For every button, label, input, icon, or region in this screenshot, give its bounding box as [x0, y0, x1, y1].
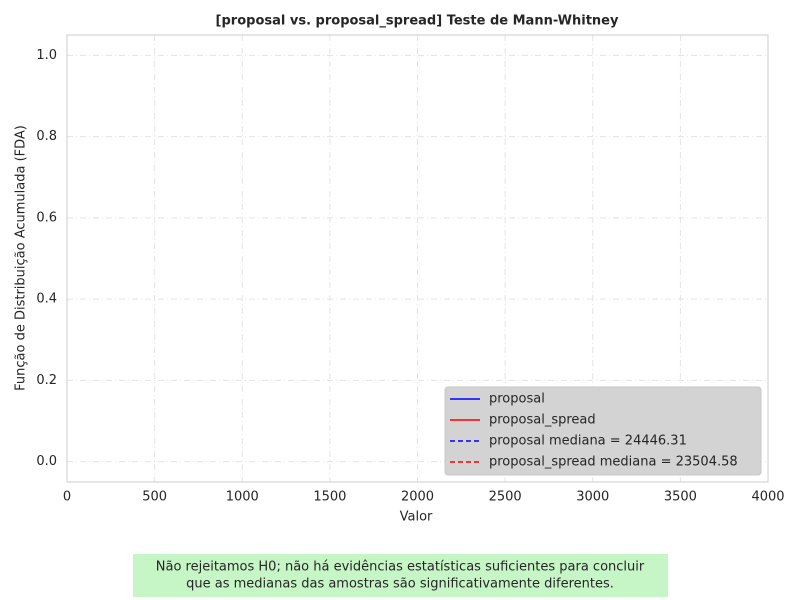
x-tick-label: 0: [63, 490, 71, 505]
chart-title: [proposal vs. proposal_spread] Teste de …: [216, 14, 619, 29]
x-tick-label: 1500: [313, 490, 346, 505]
x-tick-label: 500: [142, 490, 167, 505]
y-tick-label: 1.0: [36, 48, 57, 63]
y-tick-label: 0.0: [36, 454, 57, 469]
x-tick-label: 2000: [401, 490, 434, 505]
plot-frame: [66, 34, 769, 483]
y-axis-label: Função de Distribuição Acumulada (FDA): [14, 125, 29, 391]
legend-label: proposal mediana = 24446.31: [489, 434, 687, 449]
y-tick-label: 0.2: [36, 373, 57, 388]
legend-label: proposal_spread: [489, 413, 596, 428]
y-tick-label: 0.4: [36, 292, 57, 307]
annotation-line: Não rejeitamos H0; não há evidências est…: [156, 560, 645, 575]
x-tick-label: 2500: [489, 490, 522, 505]
legend-label: proposal: [489, 392, 545, 407]
annotation-line: que as medianas das amostras são signifi…: [186, 577, 614, 592]
y-tick-label: 0.8: [36, 129, 57, 144]
x-tick-label: 3000: [576, 490, 609, 505]
x-axis-label: Valor: [400, 510, 433, 525]
legend-box: [444, 386, 762, 476]
y-tick-label: 0.6: [36, 210, 57, 225]
x-tick-label: 4000: [751, 490, 784, 505]
annotation-box: [133, 554, 668, 597]
x-tick-label: 1000: [226, 490, 259, 505]
legend-label: proposal_spread mediana = 23504.58: [489, 455, 738, 470]
legend: proposal proposal_spread proposal mediana …: [444, 386, 762, 476]
x-tick-label: 3500: [664, 490, 697, 505]
